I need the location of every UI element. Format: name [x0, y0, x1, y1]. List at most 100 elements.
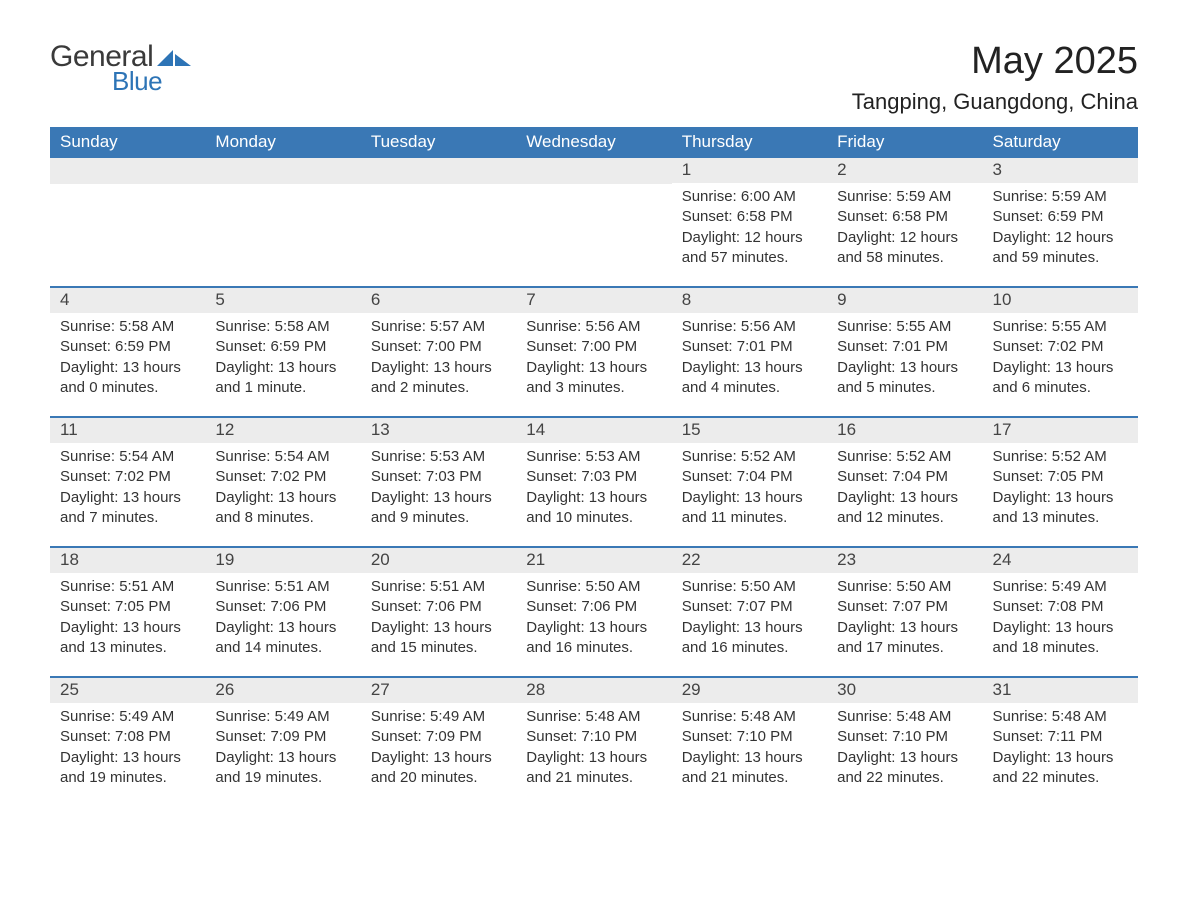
- sunrise-label: Sunrise:: [526, 578, 581, 595]
- sunrise-value: 5:56 AM: [741, 318, 796, 335]
- sunset-label: Sunset:: [682, 468, 733, 485]
- sunset-line: Sunset: 7:08 PM: [993, 597, 1128, 617]
- sunset-value: 7:05 PM: [115, 598, 171, 615]
- sunset-line: Sunset: 6:59 PM: [993, 207, 1128, 227]
- day-number: 8: [672, 288, 827, 313]
- day-number: 3: [983, 158, 1138, 183]
- sunrise-label: Sunrise:: [60, 318, 115, 335]
- sunrise-line: Sunrise: 5:56 AM: [682, 317, 817, 337]
- day-number: 10: [983, 288, 1138, 313]
- day-body: Sunrise: 5:49 AMSunset: 7:09 PMDaylight:…: [361, 703, 516, 788]
- daylight-line: Daylight: 13 hours and 13 minutes.: [993, 488, 1128, 529]
- daylight-label: Daylight:: [682, 229, 740, 246]
- day-number: 18: [50, 548, 205, 573]
- sunset-label: Sunset:: [837, 208, 888, 225]
- sunset-value: 7:02 PM: [115, 468, 171, 485]
- sunrise-value: 5:58 AM: [275, 318, 330, 335]
- day-cell: 19Sunrise: 5:51 AMSunset: 7:06 PMDayligh…: [205, 548, 360, 676]
- day-body: Sunrise: 5:53 AMSunset: 7:03 PMDaylight:…: [516, 443, 671, 528]
- weekday-header-row: SundayMondayTuesdayWednesdayThursdayFrid…: [50, 127, 1138, 158]
- sunrise-value: 6:00 AM: [741, 188, 796, 205]
- empty-day-number: [516, 158, 671, 184]
- day-number: 29: [672, 678, 827, 703]
- sunrise-line: Sunrise: 5:58 AM: [60, 317, 195, 337]
- day-body: Sunrise: 5:50 AMSunset: 7:06 PMDaylight:…: [516, 573, 671, 658]
- sunset-value: 7:02 PM: [270, 468, 326, 485]
- day-cell: 9Sunrise: 5:55 AMSunset: 7:01 PMDaylight…: [827, 288, 982, 416]
- daylight-line: Daylight: 13 hours and 22 minutes.: [837, 748, 972, 789]
- day-number: 25: [50, 678, 205, 703]
- daylight-line: Daylight: 13 hours and 9 minutes.: [371, 488, 506, 529]
- sunset-value: 6:58 PM: [892, 208, 948, 225]
- day-number: 24: [983, 548, 1138, 573]
- sunset-value: 7:00 PM: [426, 338, 482, 355]
- sunrise-line: Sunrise: 5:52 AM: [682, 447, 817, 467]
- sunset-label: Sunset:: [526, 728, 577, 745]
- sunset-value: 7:04 PM: [737, 468, 793, 485]
- daylight-label: Daylight:: [60, 359, 118, 376]
- sunset-label: Sunset:: [60, 598, 111, 615]
- sunrise-label: Sunrise:: [993, 318, 1048, 335]
- sunrise-label: Sunrise:: [526, 448, 581, 465]
- sunrise-line: Sunrise: 5:49 AM: [371, 707, 506, 727]
- daylight-line: Daylight: 13 hours and 0 minutes.: [60, 358, 195, 399]
- week-row: 18Sunrise: 5:51 AMSunset: 7:05 PMDayligh…: [50, 546, 1138, 676]
- daylight-label: Daylight:: [60, 489, 118, 506]
- day-body: Sunrise: 5:54 AMSunset: 7:02 PMDaylight:…: [50, 443, 205, 528]
- sunrise-value: 5:55 AM: [896, 318, 951, 335]
- sunset-label: Sunset:: [371, 598, 422, 615]
- sunset-value: 7:10 PM: [737, 728, 793, 745]
- weekday-header: Wednesday: [516, 127, 671, 158]
- day-body: Sunrise: 5:49 AMSunset: 7:08 PMDaylight:…: [50, 703, 205, 788]
- weekday-header: Tuesday: [361, 127, 516, 158]
- sunset-label: Sunset:: [526, 338, 577, 355]
- day-number: 16: [827, 418, 982, 443]
- day-body: Sunrise: 5:49 AMSunset: 7:09 PMDaylight:…: [205, 703, 360, 788]
- sunrise-line: Sunrise: 5:50 AM: [526, 577, 661, 597]
- daylight-label: Daylight:: [526, 619, 584, 636]
- sunset-line: Sunset: 7:04 PM: [837, 467, 972, 487]
- daylight-line: Daylight: 13 hours and 15 minutes.: [371, 618, 506, 659]
- sunset-line: Sunset: 7:07 PM: [837, 597, 972, 617]
- sunrise-label: Sunrise:: [993, 708, 1048, 725]
- daylight-line: Daylight: 13 hours and 3 minutes.: [526, 358, 661, 399]
- sunset-label: Sunset:: [60, 468, 111, 485]
- daylight-label: Daylight:: [837, 749, 895, 766]
- sunset-value: 7:01 PM: [892, 338, 948, 355]
- sunset-label: Sunset:: [682, 728, 733, 745]
- brand-mark-icon: [157, 48, 191, 71]
- day-number: 28: [516, 678, 671, 703]
- sunrise-label: Sunrise:: [215, 318, 270, 335]
- daylight-label: Daylight:: [682, 489, 740, 506]
- sunset-line: Sunset: 6:58 PM: [837, 207, 972, 227]
- sunrise-value: 5:50 AM: [585, 578, 640, 595]
- sunset-line: Sunset: 7:09 PM: [215, 727, 350, 747]
- daylight-line: Daylight: 12 hours and 58 minutes.: [837, 228, 972, 269]
- weekday-header: Sunday: [50, 127, 205, 158]
- day-cell: 27Sunrise: 5:49 AMSunset: 7:09 PMDayligh…: [361, 678, 516, 806]
- month-title: May 2025: [852, 40, 1138, 83]
- daylight-label: Daylight:: [371, 619, 429, 636]
- sunset-label: Sunset:: [837, 728, 888, 745]
- sunrise-line: Sunrise: 5:59 AM: [837, 187, 972, 207]
- sunset-label: Sunset:: [215, 468, 266, 485]
- day-number: 5: [205, 288, 360, 313]
- sunset-label: Sunset:: [682, 598, 733, 615]
- day-cell: 15Sunrise: 5:52 AMSunset: 7:04 PMDayligh…: [672, 418, 827, 546]
- sunrise-value: 5:58 AM: [119, 318, 174, 335]
- sunrise-line: Sunrise: 5:53 AM: [526, 447, 661, 467]
- sunset-label: Sunset:: [682, 208, 733, 225]
- sunset-line: Sunset: 7:06 PM: [371, 597, 506, 617]
- sunrise-line: Sunrise: 5:56 AM: [526, 317, 661, 337]
- daylight-line: Daylight: 13 hours and 5 minutes.: [837, 358, 972, 399]
- sunset-line: Sunset: 7:10 PM: [526, 727, 661, 747]
- daylight-label: Daylight:: [60, 619, 118, 636]
- brand-blue: Blue: [112, 66, 162, 97]
- daylight-label: Daylight:: [60, 749, 118, 766]
- sunrise-value: 5:48 AM: [585, 708, 640, 725]
- day-cell: 21Sunrise: 5:50 AMSunset: 7:06 PMDayligh…: [516, 548, 671, 676]
- daylight-line: Daylight: 13 hours and 20 minutes.: [371, 748, 506, 789]
- sunset-line: Sunset: 6:58 PM: [682, 207, 817, 227]
- sunrise-label: Sunrise:: [993, 578, 1048, 595]
- sunset-line: Sunset: 7:09 PM: [371, 727, 506, 747]
